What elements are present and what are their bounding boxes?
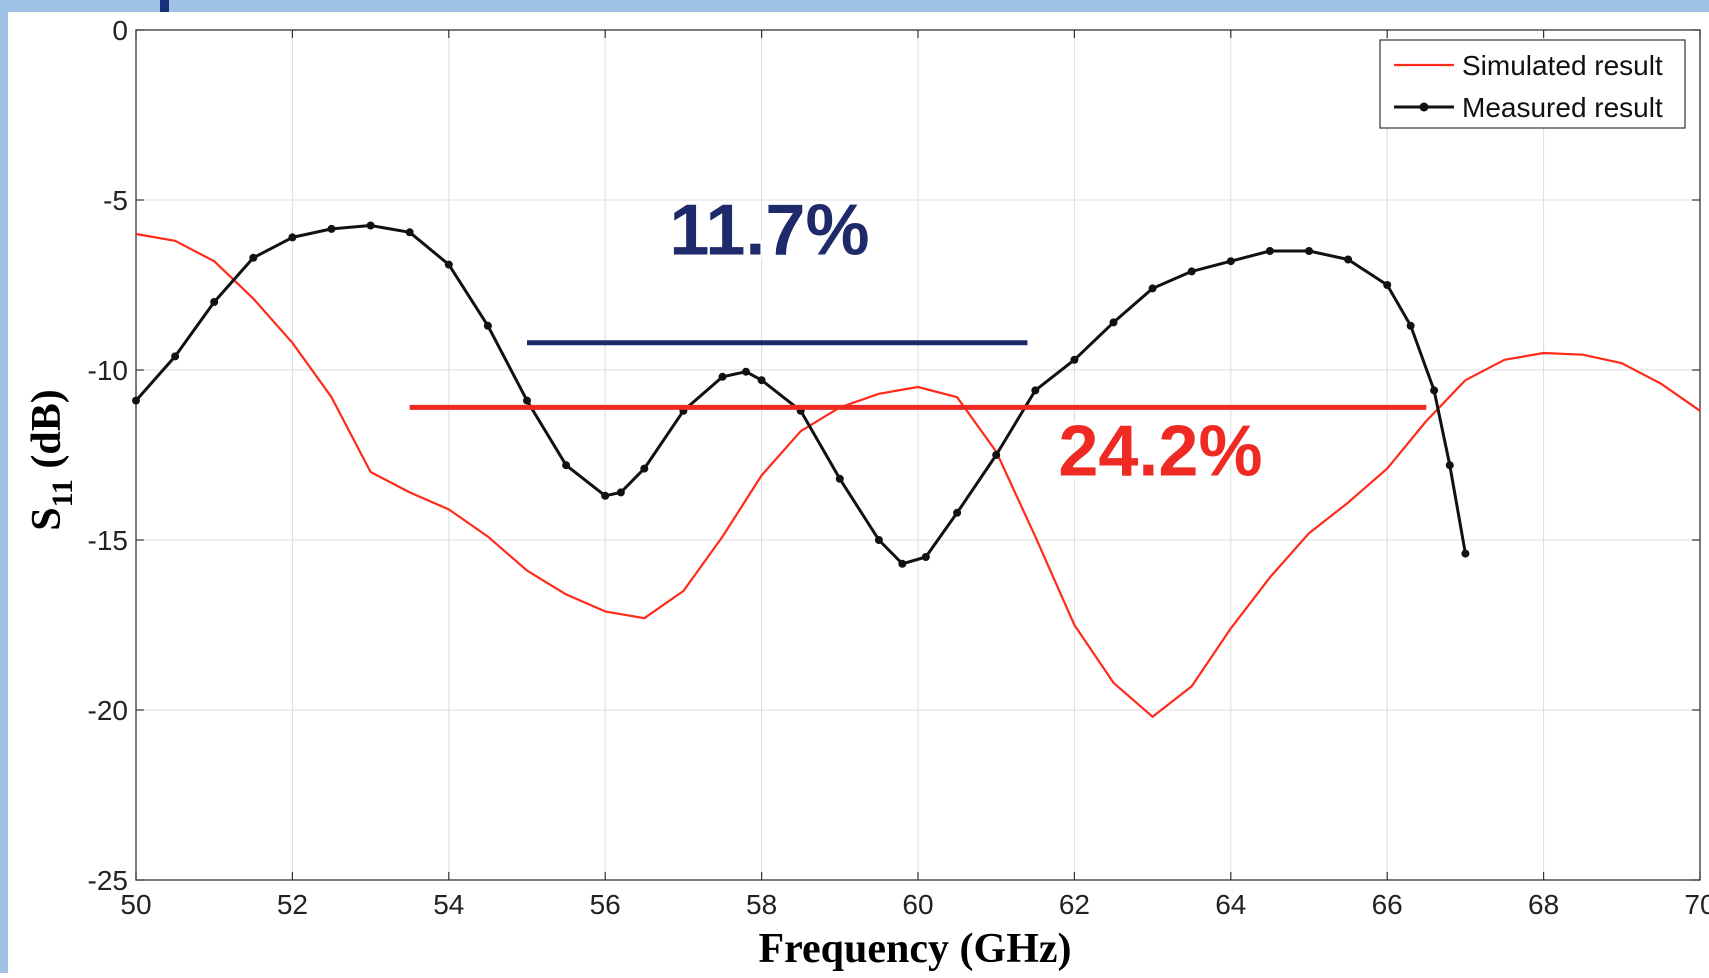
data-point [601,491,610,500]
top-banner [0,0,1709,12]
x-tick-label: 68 [1528,889,1559,920]
data-point [1031,386,1040,395]
x-tick-label: 66 [1372,889,1403,920]
bandwidth-label: 24.2% [1058,411,1262,491]
y-tick-label: -5 [103,185,128,216]
data-point [718,372,727,381]
x-tick-label: 70 [1684,889,1709,920]
data-point [616,488,625,497]
bandwidth-label: 11.7% [669,190,869,270]
x-tick-label: 58 [746,889,777,920]
series-line-0 [135,232,1701,718]
data-point [1430,386,1439,395]
ticks: 50 52 54 56 58 60 62 64 66 68 70 0 -5 -10 -15 -20 -25 [88,15,1709,920]
data-point [1148,284,1157,293]
y-tick-label: 0 [112,15,128,46]
data-point [757,376,766,385]
x-axis-label: Frequency (GHz) [759,926,1072,972]
left-banner [0,0,8,973]
data-point [874,536,883,544]
series [132,221,1701,718]
data-point [1265,247,1274,255]
data-point [741,367,750,376]
annotations: 11.7% 24.2% [409,187,1427,494]
data-point [405,228,414,237]
x-tick-label: 50 [120,889,151,920]
x-tick-label: 64 [1215,889,1246,920]
x-tick-label: 56 [590,889,621,920]
data-point [444,260,453,269]
data-point [835,474,844,483]
data-point [1187,267,1196,276]
data-point [523,396,531,405]
y-axis-label-unit: (dB) [24,389,70,479]
y-tick-label: -20 [88,695,128,726]
data-point [366,221,375,230]
data-point [1406,321,1415,330]
x-tick-label: 62 [1059,889,1090,920]
data-point [327,224,336,233]
legend-label: Measured result [1462,92,1663,123]
data-point [132,396,140,405]
data-point [1109,318,1118,327]
data-point [1461,549,1470,558]
grid [135,29,1701,881]
data-point [210,298,219,306]
y-tick-label: -10 [88,355,128,386]
data-point [898,559,907,568]
y-axis-label-main: S [24,507,70,530]
data-point [1305,247,1313,255]
y-tick-label: -15 [88,525,128,556]
legend-marker [1419,102,1429,112]
x-tick-label: 52 [277,889,308,920]
svg-text:S11 (dB): S11 (dB) [24,389,79,531]
y-axis-label-sub: 11 [46,479,79,507]
legend-box [1379,39,1686,129]
y-axis-label: S11 (dB) [24,389,79,531]
x-tick-label: 54 [433,889,464,920]
x-tick-label: 60 [902,889,933,920]
series-line-1 [134,224,1467,566]
data-point [1344,255,1353,264]
data-point [1383,281,1392,289]
data-point [1070,355,1079,364]
data-point [288,233,297,242]
y-tick-label: -25 [88,865,128,896]
data-point [562,461,571,470]
legend: Simulated result Measured result [1379,39,1686,129]
data-point [1226,257,1235,266]
banner-accent [160,0,169,12]
data-point [953,508,962,517]
data-point [992,451,1001,459]
data-point [1445,461,1454,470]
data-point [640,464,649,473]
data-point [249,253,258,262]
data-point [171,352,180,361]
data-point [921,553,930,561]
legend-label: Simulated result [1462,50,1663,81]
data-point [483,321,492,330]
